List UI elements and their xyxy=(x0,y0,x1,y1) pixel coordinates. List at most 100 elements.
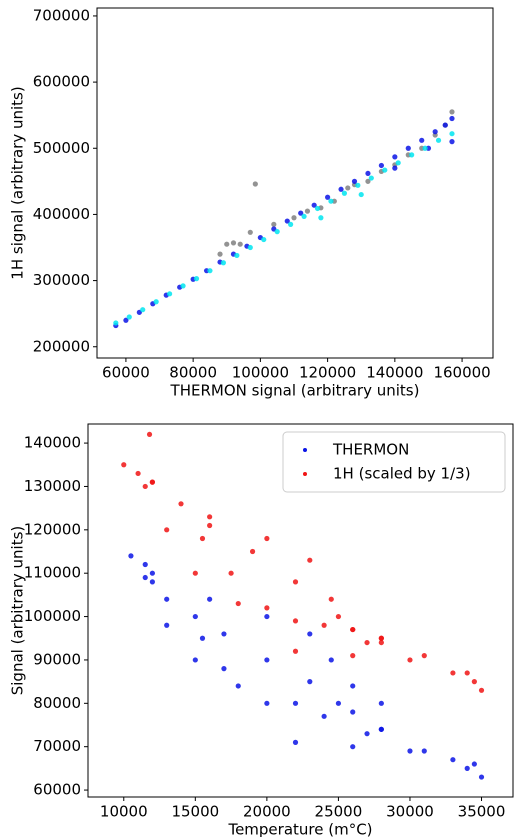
point xyxy=(350,653,356,659)
point xyxy=(307,557,313,563)
point xyxy=(292,700,299,706)
point xyxy=(350,683,356,689)
point xyxy=(121,462,127,468)
point xyxy=(378,162,384,169)
point xyxy=(365,178,371,184)
point xyxy=(421,748,427,754)
point xyxy=(235,600,241,607)
point xyxy=(207,268,213,274)
points xyxy=(113,109,455,329)
point xyxy=(449,139,455,145)
point xyxy=(140,307,146,313)
y-tick-label: 100000 xyxy=(24,607,81,625)
point xyxy=(338,186,344,192)
point xyxy=(449,109,455,115)
point xyxy=(307,631,313,637)
point xyxy=(325,194,331,200)
point xyxy=(135,470,141,477)
x-tick-label: 30000 xyxy=(386,803,434,821)
plot-area xyxy=(87,423,514,798)
point xyxy=(311,202,317,208)
legend-label: 1H (scaled by 1/3) xyxy=(333,465,471,483)
points xyxy=(121,431,485,780)
point xyxy=(450,757,456,763)
point xyxy=(328,596,334,602)
point xyxy=(350,744,356,750)
point xyxy=(318,215,324,221)
point xyxy=(292,739,299,745)
point xyxy=(224,241,230,247)
point xyxy=(442,122,448,128)
point xyxy=(264,657,270,663)
point xyxy=(192,613,198,620)
point xyxy=(123,317,129,323)
y-tick-label: 60000 xyxy=(33,781,81,799)
y-tick-label: 130000 xyxy=(24,477,81,495)
plot-area xyxy=(96,7,494,359)
point xyxy=(249,548,256,555)
point xyxy=(341,190,348,196)
point xyxy=(235,683,241,689)
point xyxy=(328,198,334,204)
point xyxy=(288,221,294,227)
point xyxy=(435,137,442,143)
point xyxy=(335,700,342,706)
y-axis-label: 1H signal (arbitrary units) xyxy=(9,86,27,279)
point xyxy=(153,299,159,305)
point xyxy=(234,252,240,259)
y-tick-label: 500000 xyxy=(33,139,90,157)
point xyxy=(292,618,299,624)
point xyxy=(471,761,477,767)
point xyxy=(164,527,170,533)
point xyxy=(264,535,270,542)
point xyxy=(228,570,234,576)
point xyxy=(207,522,213,529)
point xyxy=(321,713,327,719)
point xyxy=(314,205,321,212)
point xyxy=(464,765,470,771)
x-tick-label: 120000 xyxy=(299,364,356,382)
y-tick-label: 600000 xyxy=(33,73,90,91)
x-tick-label: 140000 xyxy=(366,364,423,382)
point xyxy=(192,657,198,663)
point xyxy=(378,635,384,641)
point xyxy=(274,229,280,235)
point xyxy=(368,175,374,181)
point xyxy=(464,670,470,676)
point xyxy=(365,170,371,177)
point xyxy=(142,483,148,490)
x-tick-label: 60000 xyxy=(102,364,150,382)
x-tick-label: 35000 xyxy=(458,803,506,821)
x-axis-label: Temperature (m°C) xyxy=(227,821,372,837)
point xyxy=(252,181,258,187)
point xyxy=(450,670,456,676)
point xyxy=(247,244,253,251)
point xyxy=(405,145,411,151)
point xyxy=(407,657,413,663)
point xyxy=(261,236,267,243)
point xyxy=(220,260,226,266)
point xyxy=(422,145,428,151)
point xyxy=(392,154,398,160)
point xyxy=(307,679,313,685)
y-tick-label: 400000 xyxy=(33,205,90,223)
point xyxy=(355,182,361,188)
point xyxy=(149,579,155,585)
y-axis-label: Signal (arbitrary units) xyxy=(9,526,27,696)
point xyxy=(301,213,307,220)
point xyxy=(419,137,425,143)
point xyxy=(217,251,223,257)
point xyxy=(237,241,243,247)
point xyxy=(113,320,119,326)
point xyxy=(178,501,184,507)
point xyxy=(221,631,227,637)
point xyxy=(350,709,356,715)
point xyxy=(328,657,334,663)
legend-marker xyxy=(303,472,307,476)
x-tick-label: 20000 xyxy=(243,803,291,821)
x-tick-label: 100000 xyxy=(232,364,289,382)
legend-box xyxy=(282,431,506,493)
point xyxy=(392,165,398,171)
point xyxy=(284,218,290,224)
